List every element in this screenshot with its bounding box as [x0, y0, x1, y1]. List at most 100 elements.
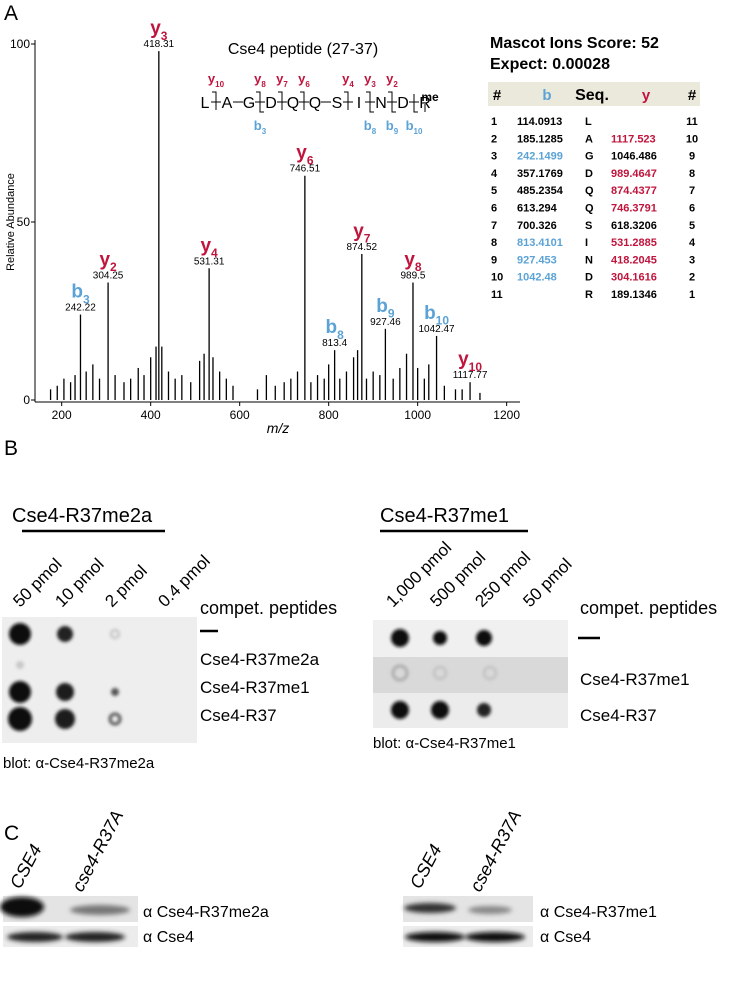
ion-label: y2 [99, 250, 117, 275]
table-cell: L [585, 116, 592, 128]
ion-subscript: 3 [161, 29, 168, 43]
mascot-table: Mascot Ions Score: 52 Expect: 0.00028 # b… [488, 35, 700, 301]
ion-letter: y [254, 71, 262, 86]
peak-mz: 746.51 [290, 164, 321, 175]
table-cell: N [585, 254, 593, 266]
table-cell: R [585, 289, 593, 301]
table-cell: 618.3206 [611, 220, 657, 232]
x-tick-label: 400 [141, 408, 161, 422]
y-tick-label: 50 [17, 215, 31, 229]
blot-caption: blot: α-Cse4-R37me1 [373, 735, 516, 752]
b-cleavage [369, 94, 374, 113]
residue: L [201, 95, 210, 112]
x-axis-label: m/z [267, 420, 290, 436]
panel-label: C [4, 822, 19, 845]
lane-label: CSE4 [6, 841, 46, 892]
table-cell: 8 [491, 237, 497, 249]
header-cell: b [542, 87, 551, 104]
dot [483, 666, 497, 680]
spectrum: Relative Abundance m/z 200 400 600 800 1000 1… [5, 18, 520, 436]
dot [57, 626, 73, 642]
table-cell: 1 [689, 289, 695, 301]
ion-letter: b [376, 296, 388, 317]
table-cell: 8 [689, 168, 695, 180]
table-cell: 4 [689, 237, 696, 249]
table-cell: 813.4101 [517, 237, 563, 249]
row-label: Cse4-R37 [580, 706, 657, 725]
band [7, 932, 63, 942]
table-cell: 185.1285 [517, 133, 563, 145]
y-cleavage [388, 91, 393, 110]
ion-label: b8 [325, 317, 344, 342]
compet-label: compet. peptides [200, 598, 337, 618]
ion-label: y3 [364, 71, 376, 89]
header-cell: # [493, 87, 502, 104]
table-cell: 989.4647 [611, 168, 657, 180]
table-cell: 11 [686, 116, 698, 128]
table-cell: S [585, 220, 592, 232]
ion-subscript: 2 [110, 260, 117, 274]
ion-label: y10 [208, 71, 225, 89]
header-band [488, 82, 700, 106]
header-cell: # [688, 87, 697, 104]
x-tick-label: 200 [52, 408, 72, 422]
band [70, 905, 130, 915]
dot [391, 701, 409, 719]
table-cell: 357.1769 [517, 168, 563, 180]
residue: I [357, 95, 361, 112]
table-cell: 485.2354 [517, 185, 564, 197]
ion-letter: y [386, 71, 394, 86]
band [0, 897, 44, 917]
peak-mz: 813.4 [322, 338, 347, 349]
ion-label: y6 [298, 71, 310, 89]
peak-mz: 874.52 [347, 242, 378, 253]
table-cell: 2 [689, 272, 695, 284]
membrane [2, 617, 197, 743]
ion-subscript: 3 [371, 80, 376, 89]
table-cell: D [585, 272, 593, 284]
table-cell: 5 [491, 185, 497, 197]
ion-letter: y [364, 71, 372, 86]
table-cell: 3 [491, 151, 497, 163]
residue: Q [287, 95, 299, 112]
band [468, 906, 512, 914]
table-cell: 1042.48 [517, 272, 557, 284]
y-cleavage [366, 91, 371, 110]
ion-subscript: 9 [394, 127, 399, 136]
ion-subscript: 3 [83, 292, 90, 306]
dot [391, 629, 409, 647]
ion-letter: y [150, 18, 161, 39]
x-tick-label: 800 [319, 408, 339, 422]
blot-caption: blot: α-Cse4-R37me2a [3, 755, 155, 772]
ion-label: b10 [406, 118, 423, 136]
ion-label: y7 [276, 71, 288, 89]
residue: D [397, 95, 409, 112]
peak-mz: 1042.47 [418, 324, 455, 335]
table-cell: 2 [491, 133, 497, 145]
dot [108, 712, 122, 726]
table-cell: 10 [686, 133, 698, 145]
y-tick-label: 0 [23, 393, 30, 407]
ion-subscript: 10 [215, 80, 224, 89]
panel-label: B [4, 437, 18, 460]
ion-subscript: 10 [436, 314, 450, 328]
expect: Expect: 0.00028 [490, 56, 610, 73]
table-cell: 304.1616 [611, 272, 657, 284]
dot-blot-left: Cse4-R37me2a compet. peptides blot: α-Cs… [2, 505, 337, 772]
membrane [373, 657, 568, 693]
y-cleavage [344, 91, 349, 110]
peak-mz: 531.31 [194, 256, 225, 267]
table-cell: 1117.523 [611, 133, 656, 145]
western-left: CSE4 cse4-R37A α Cse4-R37me2a α Cse4 [0, 807, 269, 947]
table-cell: A [585, 133, 593, 145]
dot [8, 707, 32, 731]
western-right: CSE4 cse4-R37A α Cse4-R37me1 α Cse4 [403, 807, 657, 947]
ion-letter: y [200, 235, 211, 256]
row-label: Cse4-R37me2a [200, 650, 320, 669]
ion-label: y4 [200, 235, 218, 260]
peak-mz: 1117.77 [453, 370, 488, 381]
score: Mascot Ions Score: 52 [490, 35, 659, 52]
header-cell: y [642, 87, 651, 104]
column-label: 2 pmol [101, 561, 151, 611]
b-cleavage [413, 94, 418, 113]
